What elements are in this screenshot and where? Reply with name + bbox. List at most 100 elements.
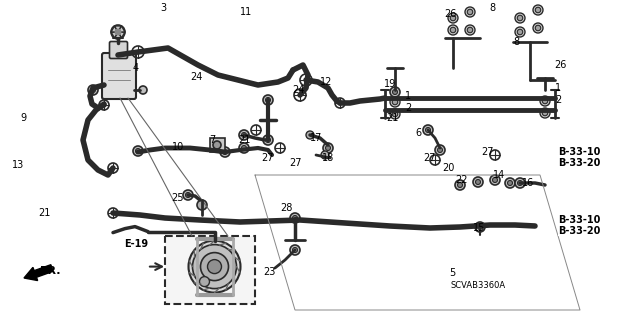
Circle shape [241,145,246,151]
Circle shape [266,137,271,143]
Circle shape [306,131,314,139]
Circle shape [223,150,227,154]
Circle shape [263,135,273,145]
FancyBboxPatch shape [102,53,136,99]
Circle shape [467,27,473,33]
Text: 26: 26 [444,9,456,19]
Circle shape [477,225,483,229]
Text: 19: 19 [384,79,396,89]
Circle shape [517,29,523,35]
Text: B-33-20: B-33-20 [558,226,600,236]
Circle shape [465,25,475,35]
Circle shape [390,97,400,107]
Text: B-33-10: B-33-10 [558,147,600,157]
Circle shape [200,277,209,286]
Text: B-33-10: B-33-10 [558,215,600,225]
Circle shape [540,108,550,118]
Text: FR.: FR. [40,266,61,276]
Text: 2: 2 [405,103,411,113]
Text: 18: 18 [322,153,334,163]
Circle shape [133,146,143,156]
Circle shape [458,182,463,188]
Circle shape [139,86,147,94]
Circle shape [451,27,456,33]
Text: 26: 26 [554,60,566,70]
Circle shape [542,98,548,104]
Circle shape [517,15,523,21]
Circle shape [455,180,465,190]
FancyArrow shape [24,265,53,280]
Circle shape [515,178,525,188]
Text: 8: 8 [489,3,495,13]
Text: 8: 8 [513,37,519,47]
Circle shape [392,90,397,94]
Text: 9: 9 [20,113,26,123]
Circle shape [392,111,397,117]
Text: 16: 16 [522,178,534,188]
Circle shape [292,248,298,253]
Polygon shape [118,26,125,32]
Circle shape [183,190,193,200]
Bar [210,138,225,152]
Circle shape [323,143,333,153]
Circle shape [423,125,433,135]
Polygon shape [111,26,118,32]
Circle shape [290,245,300,255]
Circle shape [448,13,458,23]
Circle shape [448,25,458,35]
FancyBboxPatch shape [109,41,127,58]
Circle shape [533,5,543,15]
Circle shape [207,260,221,274]
Circle shape [200,253,228,281]
Text: 27: 27 [262,153,275,163]
Circle shape [508,181,513,186]
Circle shape [540,96,550,106]
Text: 4: 4 [133,63,139,73]
Circle shape [535,7,541,13]
Text: 21: 21 [238,135,250,145]
Circle shape [493,177,497,182]
Circle shape [88,85,98,95]
Circle shape [435,145,445,155]
Circle shape [515,27,525,37]
Text: 14: 14 [493,170,505,180]
Text: 23: 23 [263,267,275,277]
Text: 27: 27 [424,153,436,163]
Circle shape [321,151,329,159]
Text: B-33-20: B-33-20 [558,158,600,168]
Circle shape [476,180,481,184]
Text: 17: 17 [310,133,322,143]
Text: 22: 22 [456,175,468,185]
Text: 15: 15 [473,223,485,233]
Circle shape [239,143,249,153]
Text: 21: 21 [386,113,398,123]
Circle shape [193,245,237,289]
Circle shape [197,200,207,210]
Circle shape [290,213,300,223]
Text: E-19: E-19 [124,239,148,249]
Circle shape [189,241,241,293]
Circle shape [426,128,431,132]
Text: 24: 24 [292,85,304,95]
Text: 25: 25 [172,193,184,203]
Text: 27: 27 [290,158,302,168]
Text: 3: 3 [160,3,166,13]
Text: 28: 28 [280,203,292,213]
Circle shape [90,87,95,93]
Circle shape [505,178,515,188]
Text: 21: 21 [38,208,50,218]
Text: 6: 6 [415,128,421,138]
Circle shape [535,25,541,31]
Circle shape [326,145,330,151]
Circle shape [533,23,543,33]
Circle shape [136,149,141,153]
Circle shape [115,28,122,35]
Circle shape [490,175,500,185]
Text: SCVAB3360A: SCVAB3360A [451,281,506,291]
Circle shape [465,7,475,17]
Circle shape [390,109,400,119]
Text: 10: 10 [172,142,184,152]
Circle shape [542,110,548,116]
Bar [165,236,255,304]
Circle shape [475,222,485,232]
